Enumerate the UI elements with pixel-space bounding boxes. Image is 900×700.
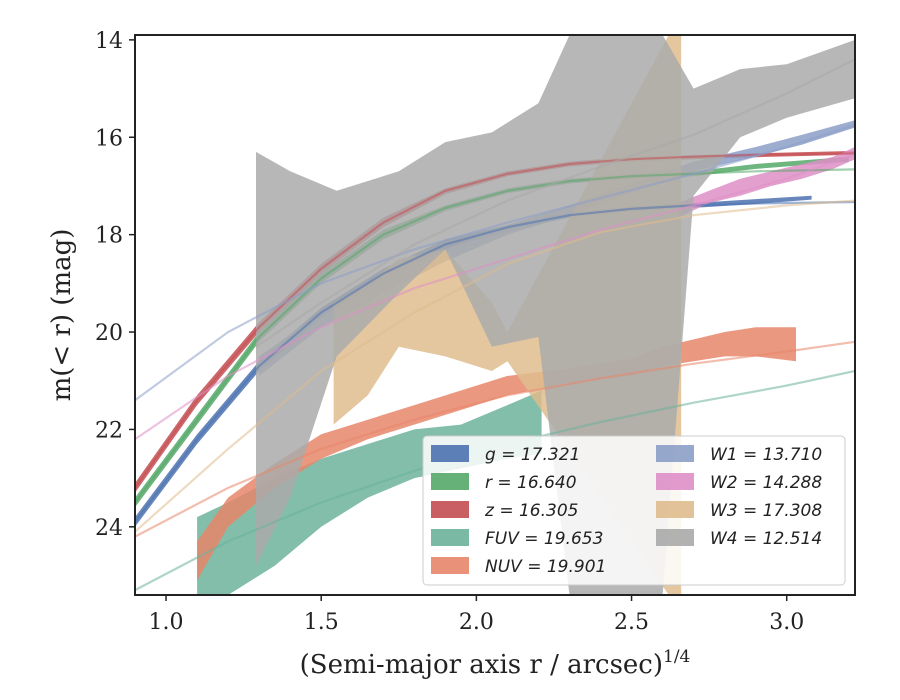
band-w4 [256, 35, 855, 595]
legend-swatch-nuv [431, 557, 469, 574]
fit-line-g [135, 200, 855, 523]
legend-swatch-w1 [656, 445, 694, 462]
legend-label-w1: W1 = 13.710 [710, 445, 822, 465]
fit-line-r [135, 168, 855, 504]
legend-swatch-z [431, 501, 469, 518]
y-axis-ticks: 14 16 18 20 22 24 [95, 29, 135, 541]
x-tick-label: 1.0 [149, 610, 184, 635]
legend-swatch-r [431, 473, 469, 490]
fit-line-nuv [135, 340, 855, 538]
fit-line-w1 [135, 124, 855, 402]
legend-swatch-fuv [431, 529, 469, 546]
legend-swatch-w3 [656, 501, 694, 518]
y-tick-label: 20 [95, 321, 123, 346]
band-w1 [259, 120, 855, 376]
x-tick-label: 3.0 [769, 610, 804, 635]
legend-label-r: r = 16.640 [485, 473, 577, 493]
y-tick-label: 18 [95, 224, 123, 249]
legend-label-nuv: NUV = 19.901 [485, 557, 606, 577]
plot-frame [134, 34, 856, 596]
y-tick-label: 24 [95, 516, 123, 541]
x-axis-label-exponent: 1/4 [663, 647, 690, 667]
legend: g = 17.321 r = 16.640 z = 16.305 FUV = 19.6… [422, 435, 846, 586]
fit-line-w2 [135, 153, 855, 441]
fit-line-layer [135, 58, 855, 592]
legend-label-z: z = 16.305 [484, 501, 578, 521]
y-tick-label: 22 [95, 418, 123, 443]
x-axis-ticks: 1.0 1.5 2.0 2.5 3.0 [149, 595, 804, 635]
x-tick-label: 1.5 [304, 610, 339, 635]
legend-frame [422, 435, 846, 586]
fit-line-w4 [255, 58, 855, 348]
x-axis-label-main: (Semi-major axis r / arcsec) [300, 650, 663, 680]
y-tick-label: 16 [95, 126, 123, 151]
band-w2 [678, 147, 855, 218]
legend-swatch-w2 [656, 473, 694, 490]
band-nuv [197, 327, 797, 581]
fit-line-w3 [135, 199, 855, 533]
fit-line-z [135, 152, 855, 489]
x-axis-label: (Semi-major axis r / arcsec)1/4 [300, 647, 691, 680]
legend-label-w3: W3 = 17.308 [710, 501, 822, 521]
legend-label-fuv: FUV = 19.653 [485, 529, 603, 549]
legend-label-g: g = 17.321 [485, 445, 580, 465]
legend-swatch-g [431, 445, 469, 462]
y-tick-label: 14 [95, 29, 123, 54]
legend-label-w2: W2 = 14.288 [710, 473, 822, 493]
y-axis-label: m(< r) (mag) [47, 229, 77, 402]
legend-swatch-w4 [656, 529, 694, 546]
legend-label-w4: W4 = 12.514 [710, 529, 822, 549]
x-tick-label: 2.5 [614, 610, 649, 635]
x-tick-label: 2.0 [459, 610, 494, 635]
